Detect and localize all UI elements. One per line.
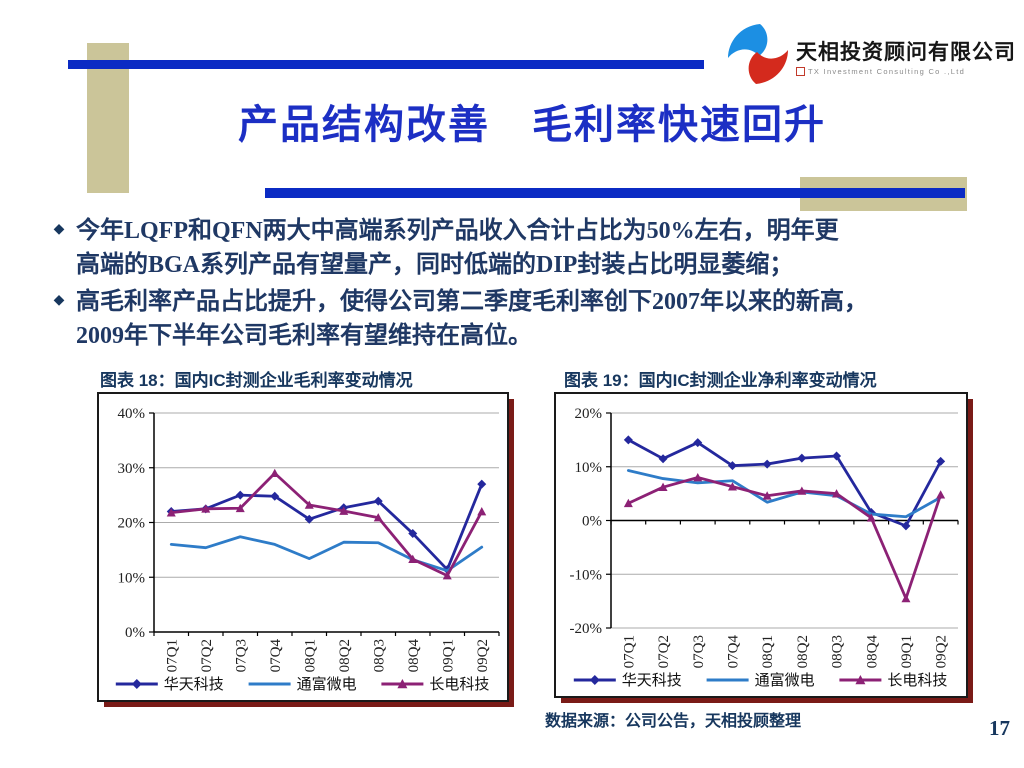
page-number: 17: [989, 716, 1010, 740]
bullet-text-line: 高毛利率产品占比提升，使得公司第二季度毛利率创下2007年以来的新高，: [76, 289, 868, 315]
svg-text:09Q1: 09Q1: [899, 635, 915, 668]
net-margin-chart-frame: 20% 10% 0% -10% -20% 07Q1 07Q2 07Q3 07Q4 08Q1 08Q2…: [554, 392, 968, 698]
svg-text:0%: 0%: [125, 625, 145, 641]
svg-text:09Q2: 09Q2: [475, 639, 491, 672]
company-name-en: TX Investment Consulting Co .,Ltd: [808, 67, 966, 76]
net-margin-line-chart: 20% 10% 0% -10% -20% 07Q1 07Q2 07Q3 07Q4 08Q1 08Q2…: [570, 406, 959, 689]
svg-text:07Q2: 07Q2: [656, 635, 672, 668]
title-underline-rule: [265, 188, 965, 198]
list-item: ◆ 高毛利率产品占比提升，使得公司第二季度毛利率创下2007年以来的新高， 20…: [42, 285, 987, 353]
svg-text:30%: 30%: [118, 461, 146, 477]
svg-text:07Q4: 07Q4: [268, 639, 284, 673]
svg-text:08Q2: 08Q2: [337, 639, 353, 672]
bullet-diamond-icon: ◆: [53, 222, 65, 237]
svg-text:10%: 10%: [575, 460, 603, 476]
svg-text:07Q1: 07Q1: [621, 635, 637, 668]
gross-margin-line-chart: 40% 30% 20% 10% 0% 07Q1 07Q2 07Q3 07Q4 08Q1 08Q2 08…: [115, 406, 500, 693]
svg-text:0%: 0%: [582, 514, 602, 530]
bullet-diamond-icon: ◆: [53, 293, 65, 308]
svg-text:40%: 40%: [118, 406, 146, 422]
svg-text:长电科技: 长电科技: [887, 672, 947, 689]
bullet-text-line: 2009年下半年公司毛利率有望维持在高位。: [76, 323, 532, 349]
svg-text:华天科技: 华天科技: [622, 672, 682, 689]
svg-text:08Q2: 08Q2: [795, 635, 811, 668]
chart-caption-right: 图表 19：国内IC封测企业净利率变动情况: [564, 371, 877, 390]
logo-swirl-icon: [728, 24, 788, 84]
gross-margin-chart-frame: 40% 30% 20% 10% 0% 07Q1 07Q2 07Q3 07Q4 08Q1 08Q2 08…: [97, 392, 509, 702]
company-logo: 天相投资顾问有限公司 TX Investment Consulting Co .…: [726, 22, 1016, 86]
svg-text:08Q3: 08Q3: [830, 635, 846, 668]
svg-text:-10%: -10%: [570, 567, 603, 583]
svg-text:08Q1: 08Q1: [302, 639, 318, 672]
svg-text:07Q3: 07Q3: [691, 635, 707, 668]
svg-text:07Q1: 07Q1: [164, 639, 180, 672]
svg-text:通富微电: 通富微电: [755, 671, 815, 689]
svg-text:07Q2: 07Q2: [199, 639, 215, 672]
svg-text:华天科技: 华天科技: [164, 676, 224, 693]
seal-icon: [796, 67, 805, 76]
svg-text:08Q3: 08Q3: [371, 639, 387, 672]
bullet-text-line: 今年LQFP和QFN两大中高端系列产品收入合计占比为50%左右，明年更: [76, 218, 839, 244]
data-source-note: 数据来源：公司公告，天相投顾整理: [545, 713, 802, 730]
svg-text:07Q3: 07Q3: [233, 639, 249, 672]
svg-text:09Q2: 09Q2: [934, 635, 950, 668]
svg-text:07Q4: 07Q4: [725, 635, 741, 669]
page-title: 产品结构改善 毛利率快速回升: [238, 102, 826, 147]
company-name-cn: 天相投资顾问有限公司: [796, 40, 1016, 64]
bullet-text-line: 高端的BGA系列产品有望量产，同时低端的DIP封装占比明显萎缩；: [76, 252, 794, 278]
svg-text:10%: 10%: [118, 570, 146, 586]
svg-text:20%: 20%: [575, 406, 603, 422]
svg-text:09Q1: 09Q1: [440, 639, 456, 672]
bullet-list: ◆ 今年LQFP和QFN两大中高端系列产品收入合计占比为50%左右，明年更 高端…: [42, 214, 987, 356]
svg-text:长电科技: 长电科技: [429, 676, 489, 693]
list-item: ◆ 今年LQFP和QFN两大中高端系列产品收入合计占比为50%左右，明年更 高端…: [42, 214, 987, 282]
svg-text:08Q4: 08Q4: [864, 635, 880, 669]
svg-text:通富微电: 通富微电: [297, 675, 357, 693]
svg-text:08Q4: 08Q4: [406, 639, 422, 673]
chart-caption-left: 图表 18：国内IC封测企业毛利率变动情况: [100, 371, 413, 390]
svg-text:08Q1: 08Q1: [760, 635, 776, 668]
svg-text:20%: 20%: [118, 516, 146, 532]
top-blue-rule: [68, 60, 704, 69]
svg-text:-20%: -20%: [570, 621, 603, 637]
